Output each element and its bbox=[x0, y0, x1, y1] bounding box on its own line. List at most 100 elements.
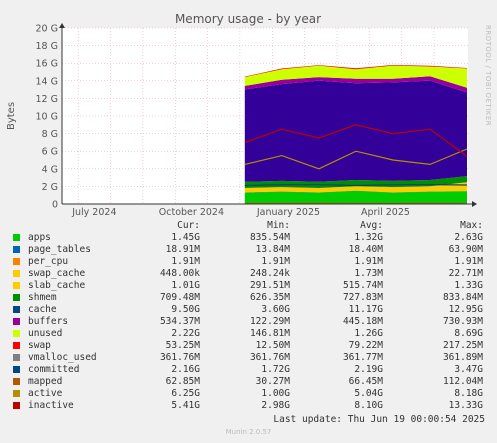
legend-swatch bbox=[13, 318, 20, 325]
chart-title: Memory usage - by year bbox=[175, 12, 321, 26]
y-tick-label: 14 G bbox=[36, 76, 58, 87]
legend-name: active bbox=[28, 388, 63, 399]
legend-row-swap_cache: swap_cache 448.00k 248.24k 1.73M 22.71M bbox=[10, 268, 490, 280]
y-axis-label: Bytes bbox=[6, 102, 17, 130]
legend-header-avg: Avg: bbox=[360, 220, 383, 231]
legend-cur-value: 53.25M bbox=[165, 340, 200, 351]
legend-cur-value: 2.16G bbox=[171, 364, 200, 375]
legend-row-buffers: buffers 534.37M 122.29M 445.18M 730.93M bbox=[10, 316, 490, 328]
x-tick-label: July 2024 bbox=[71, 207, 116, 218]
legend-avg-value: 5.04G bbox=[354, 388, 383, 399]
legend-min-value: 1.72G bbox=[261, 364, 290, 375]
area-unused bbox=[244, 65, 467, 88]
legend-min-value: 626.35M bbox=[249, 292, 290, 303]
y-tick-label: 4 G bbox=[42, 164, 58, 175]
area-apps bbox=[244, 190, 467, 204]
legend-min-value: 361.76M bbox=[249, 352, 290, 363]
x-tick-label: April 2025 bbox=[361, 207, 410, 218]
legend-swatch bbox=[13, 282, 20, 289]
y-tick-label: 6 G bbox=[42, 147, 58, 158]
legend-name: page_tables bbox=[28, 244, 91, 255]
legend-name: swap bbox=[28, 340, 51, 351]
area-cache bbox=[244, 80, 467, 182]
area-slab_cache bbox=[244, 182, 467, 193]
legend-avg-value: 18.40M bbox=[348, 244, 383, 255]
legend-cur-value: 534.37M bbox=[159, 316, 200, 327]
legend-row-vmalloc_used: vmalloc_used 361.76M 361.76M 361.77M 361.89M bbox=[10, 352, 490, 364]
side-label: RRDTOOL / TOBI OETIKER bbox=[484, 25, 492, 127]
legend-cur-value: 6.25G bbox=[171, 388, 200, 399]
legend-name: per_cpu bbox=[28, 256, 69, 267]
legend-row-unused: unused 2.22G 146.81M 1.26G 8.69G bbox=[10, 328, 490, 340]
x-ticks: July 2024 October 2024 January 2025 April 2… bbox=[71, 207, 410, 218]
memory-usage-chart: Memory usage - by year Bytes 0 2 G 4 G 6 G 8… bbox=[6, 12, 477, 218]
y-tick-label: 16 G bbox=[36, 59, 58, 70]
x-tick-label: October 2024 bbox=[159, 207, 224, 218]
legend-avg-value: 2.19G bbox=[354, 364, 383, 375]
legend-avg-value: 79.22M bbox=[348, 340, 383, 351]
y-tick-label: 0 bbox=[52, 200, 58, 211]
legend-cur-value: 5.41G bbox=[171, 400, 200, 411]
legend-row-inactive: inactive 5.41G 2.98G 8.10G 13.33G bbox=[10, 400, 490, 412]
legend-min-value: 1.91M bbox=[261, 256, 290, 267]
legend-cur-value: 448.00k bbox=[159, 268, 200, 279]
x-axis-arrow bbox=[472, 201, 477, 207]
legend-avg-value: 515.74M bbox=[342, 280, 383, 291]
legend-min-value: 12.50M bbox=[255, 340, 290, 351]
line-active bbox=[244, 148, 468, 170]
legend-min-value: 122.29M bbox=[249, 316, 290, 327]
x-tick-label: January 2025 bbox=[256, 207, 320, 218]
legend-header-min: Min: bbox=[267, 220, 290, 231]
area-buffers bbox=[244, 76, 467, 93]
legend-cur-value: 2.22G bbox=[171, 328, 200, 339]
legend-row-shmem: shmem 709.48M 626.35M 727.83M 833.84M bbox=[10, 292, 490, 304]
legend-max-value: 12.95G bbox=[448, 304, 483, 315]
legend-avg-value: 8.10G bbox=[354, 400, 383, 411]
legend-avg-value: 1.73M bbox=[354, 268, 383, 279]
legend-max-value: 13.33G bbox=[448, 400, 483, 411]
legend-name: slab_cache bbox=[28, 280, 86, 291]
legend-swatch bbox=[13, 258, 20, 265]
series-areas bbox=[244, 65, 467, 204]
legend-header-max: Max: bbox=[460, 220, 483, 231]
legend-name: cache bbox=[28, 304, 57, 315]
legend-avg-value: 11.17G bbox=[348, 304, 383, 315]
legend-name: unused bbox=[28, 328, 63, 339]
legend-swatch bbox=[13, 402, 20, 409]
legend-cur-value: 709.48M bbox=[159, 292, 200, 303]
legend-name: shmem bbox=[28, 292, 57, 303]
legend-row-active: active 6.25G 1.00G 5.04G 8.18G bbox=[10, 388, 490, 400]
legend-swatch bbox=[13, 294, 20, 301]
legend-header: Cur: Min: Avg: Max: bbox=[10, 220, 490, 232]
legend-swatch bbox=[13, 342, 20, 349]
legend-avg-value: 1.32G bbox=[354, 232, 383, 243]
legend-row-apps: apps 1.45G 835.54M 1.32G 2.63G bbox=[10, 232, 490, 244]
legend-avg-value: 1.26G bbox=[354, 328, 383, 339]
legend-min-value: 291.51M bbox=[249, 280, 290, 291]
legend-row-cache: cache 9.50G 3.60G 11.17G 12.95G bbox=[10, 304, 490, 316]
legend-row-committed: committed 2.16G 1.72G 2.19G 3.47G bbox=[10, 364, 490, 376]
legend-swatch bbox=[13, 246, 20, 253]
legend-row-swap: swap 53.25M 12.50M 79.22M 217.25M bbox=[10, 340, 490, 352]
legend-avg-value: 66.45M bbox=[348, 376, 383, 387]
legend-swatch bbox=[13, 270, 20, 277]
legend-cur-value: 9.50G bbox=[171, 304, 200, 315]
last-update: Last update: Thu Jun 19 00:00:54 2025 bbox=[273, 414, 485, 425]
legend-name: buffers bbox=[28, 316, 69, 327]
legend-max-value: 8.18G bbox=[454, 388, 483, 399]
legend-swatch bbox=[13, 354, 20, 361]
y-tick-label: 12 G bbox=[36, 94, 58, 105]
y-ticks: 0 2 G 4 G 6 G 8 G 10 G 12 G 14 G 16 G 18 G 20 G bbox=[36, 24, 58, 211]
legend-row-mapped: mapped 62.85M 30.27M 66.45M 112.04M bbox=[10, 376, 490, 388]
legend-max-value: 8.69G bbox=[454, 328, 483, 339]
legend-max-value: 1.33G bbox=[454, 280, 483, 291]
y-tick-label: 2 G bbox=[42, 182, 58, 193]
legend-swatch bbox=[13, 234, 20, 241]
legend-min-value: 248.24k bbox=[249, 268, 290, 279]
line-inactive bbox=[244, 124, 468, 157]
area-page_tables bbox=[244, 190, 467, 193]
legend-cur-value: 361.76M bbox=[159, 352, 200, 363]
legend-name: inactive bbox=[28, 400, 74, 411]
legend-swatch bbox=[13, 390, 20, 397]
legend-min-value: 1.00G bbox=[261, 388, 290, 399]
